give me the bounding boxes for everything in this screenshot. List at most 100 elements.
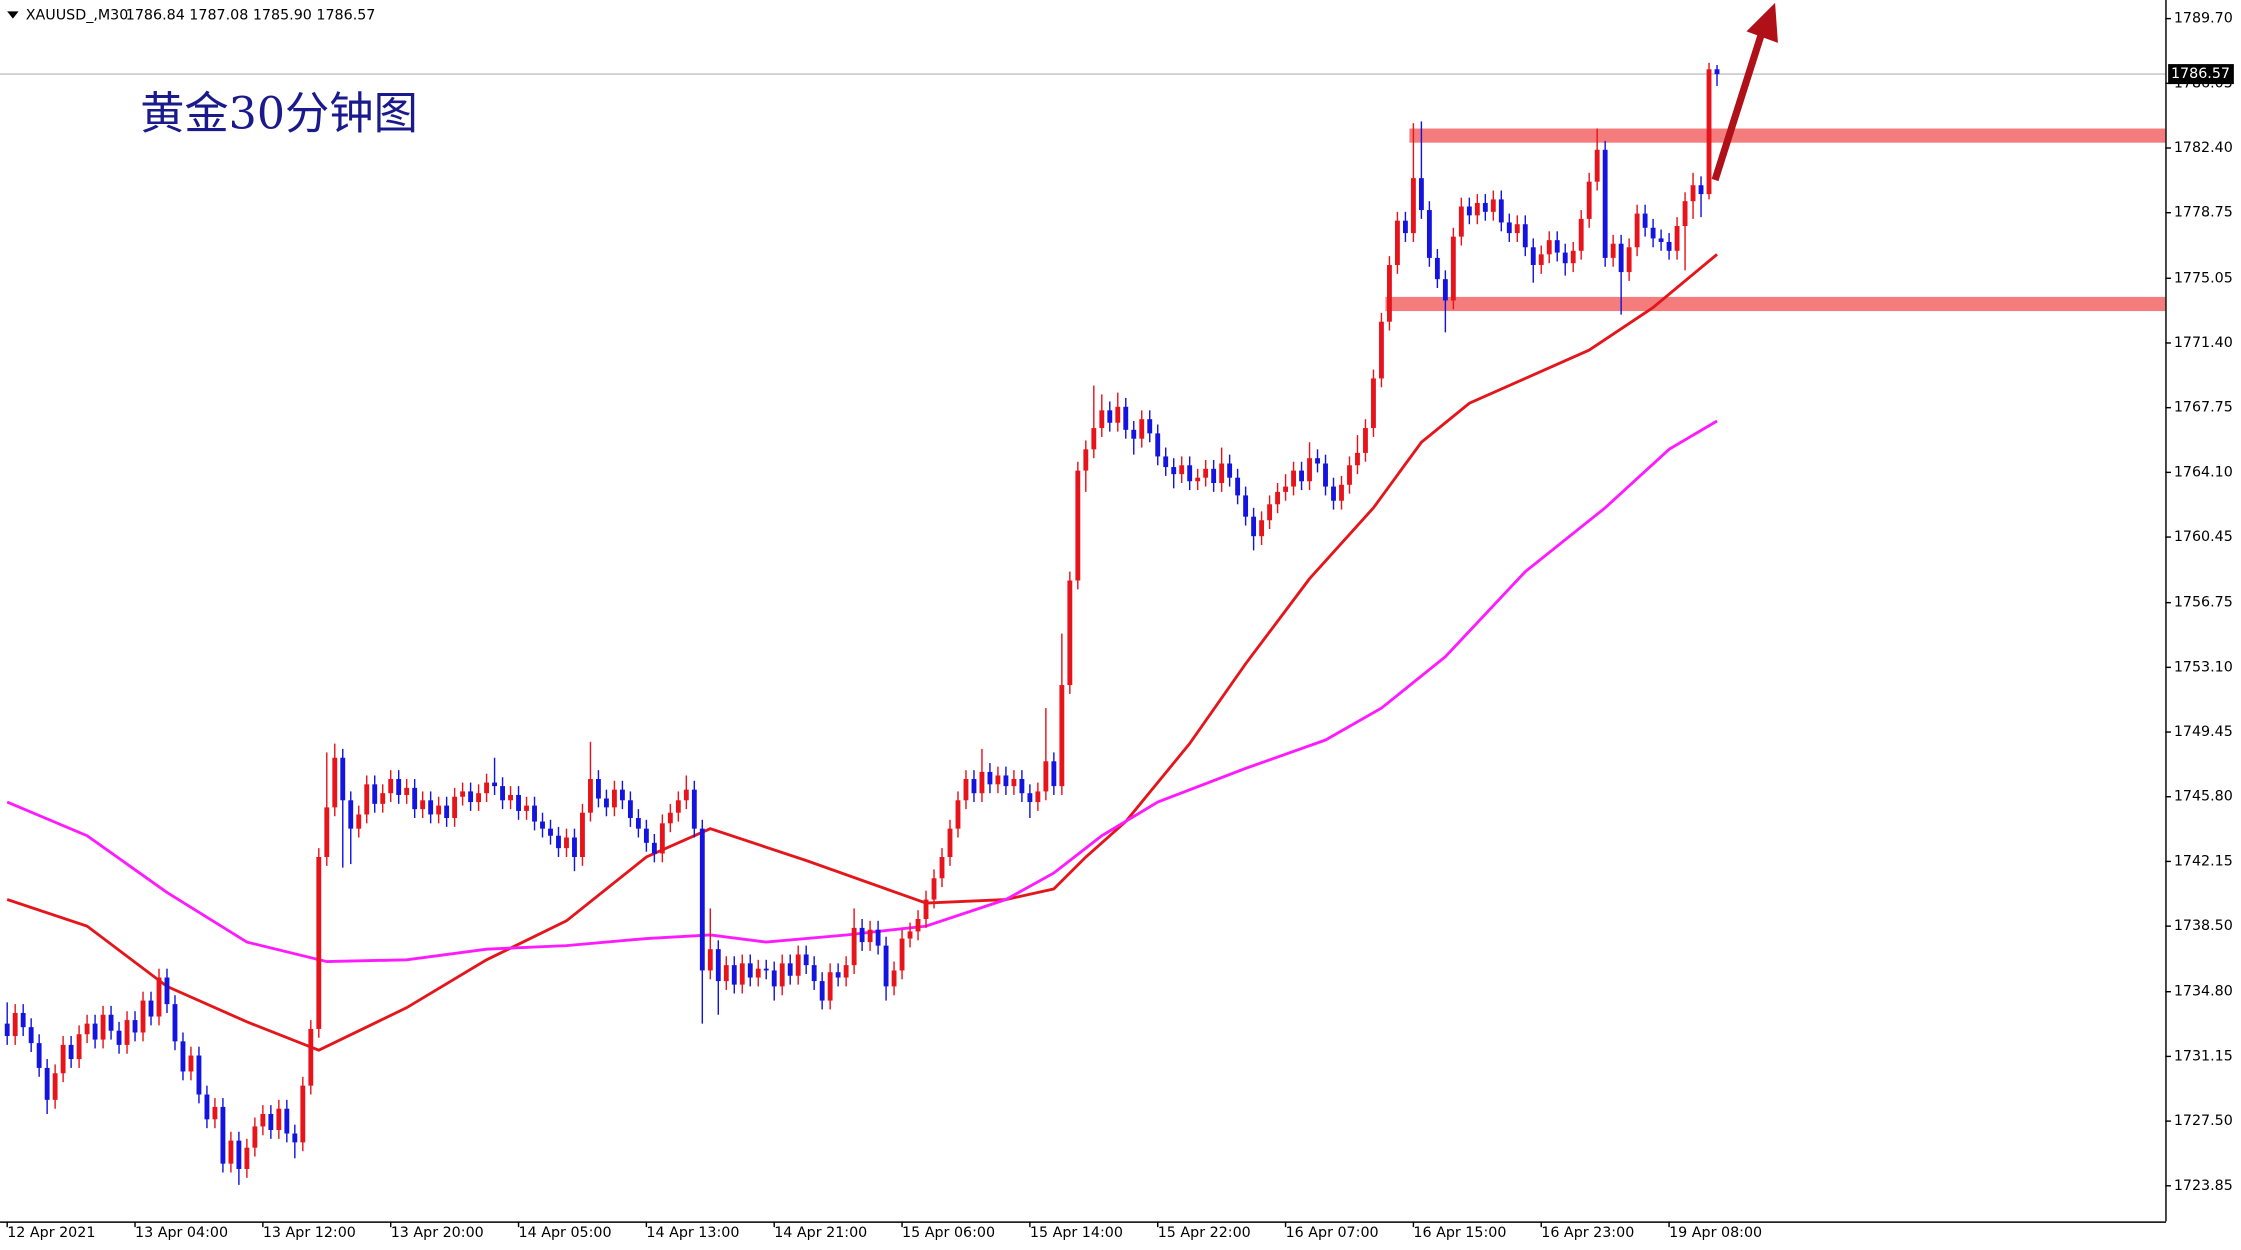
candle-body (428, 800, 434, 815)
candle-body (715, 949, 721, 982)
candle-body (811, 965, 817, 982)
candle-body (436, 805, 442, 815)
candle-body (1123, 406, 1129, 430)
candle-body (659, 823, 665, 854)
candle-body (1578, 218, 1584, 251)
candle-body (675, 800, 681, 813)
candle-body (723, 965, 729, 982)
candle-body (1610, 243, 1616, 258)
candle-body (324, 807, 330, 858)
candle-body (1442, 279, 1448, 301)
y-tick-label: 1738.50 (2174, 918, 2233, 934)
candle-body (140, 1000, 146, 1033)
candle-body (1546, 240, 1552, 255)
candle-body (1203, 468, 1209, 478)
candle-body (532, 805, 537, 822)
x-tick-label: 15 Apr 06:00 (902, 1225, 995, 1241)
candle-body (500, 786, 505, 801)
annotation: 黄金30分钟图 (140, 89, 418, 140)
candle-body (1530, 247, 1536, 265)
candle-body (851, 927, 857, 966)
candle-body (524, 805, 529, 811)
candle-body (707, 949, 713, 971)
y-tick-label: 1723.85 (2174, 1178, 2233, 1194)
candle-body (995, 775, 1001, 785)
candle-body (596, 779, 601, 799)
candle-body (1219, 463, 1225, 484)
candle-body (1466, 206, 1472, 216)
candle-body (755, 968, 761, 978)
candle-body (1698, 185, 1704, 195)
candle-body (1514, 224, 1520, 234)
candle-body (691, 789, 697, 829)
y-tick-label: 1756.75 (2174, 595, 2233, 611)
candle-body (212, 1106, 218, 1120)
candle-body (52, 1073, 58, 1100)
candle-body (548, 828, 553, 836)
candle-body (556, 835, 561, 849)
candle-body (1075, 470, 1081, 581)
candle-body (1347, 465, 1352, 485)
candle-body (196, 1055, 202, 1095)
candle-body (1211, 468, 1217, 484)
candle-body (1482, 202, 1488, 212)
candle-body (404, 787, 410, 795)
candle-body (939, 857, 945, 879)
x-tick-label: 12 Apr 2021 (7, 1225, 95, 1241)
candle-body (1410, 178, 1416, 234)
candle-body (1618, 243, 1624, 273)
candle-body (979, 771, 985, 794)
candle-body (164, 977, 170, 1005)
candle-body (308, 1028, 314, 1086)
candle-body (1275, 491, 1281, 505)
y-tick-label: 1727.50 (2174, 1113, 2233, 1129)
menu-triangle[interactable] (7, 11, 19, 19)
candle-body (36, 1043, 42, 1068)
candle-body (484, 782, 490, 794)
candle-body (827, 972, 833, 1001)
y-tick-label: 1753.10 (2174, 659, 2233, 675)
candle-body (955, 800, 961, 829)
y-tick-label: 1745.80 (2174, 789, 2233, 805)
candle-body (923, 899, 929, 920)
candle-body (276, 1108, 282, 1130)
candle-body (1394, 220, 1400, 265)
x-tick-label: 14 Apr 21:00 (774, 1225, 867, 1241)
candle-body (236, 1140, 242, 1169)
candle-body (1554, 240, 1560, 253)
y-tick-label: 1771.40 (2174, 335, 2233, 351)
candle-body (1043, 761, 1049, 792)
candle-body (1371, 378, 1376, 429)
y-tick-label: 1764.10 (2174, 464, 2233, 480)
candle-body (1402, 220, 1408, 234)
x-tick-label: 15 Apr 22:00 (1158, 1225, 1251, 1241)
candle-body (1706, 69, 1712, 195)
candle-body (819, 981, 825, 1001)
candle-body (1363, 428, 1368, 453)
y-tick-label: 1760.45 (2174, 529, 2233, 545)
candle-body (1650, 227, 1656, 239)
candle-body (899, 938, 905, 971)
candle-body (1139, 419, 1145, 439)
candle-body (1027, 793, 1033, 803)
y-tick-label: 1749.45 (2174, 724, 2233, 740)
candle-body (1131, 429, 1137, 439)
candle-body (1163, 456, 1169, 468)
candle-body (1115, 406, 1121, 423)
candle-body (188, 1055, 194, 1072)
candle-body (580, 812, 585, 858)
candle-body (148, 1000, 154, 1017)
candle-body (1067, 580, 1073, 686)
candle-body (468, 791, 474, 803)
candle-body (68, 1044, 74, 1060)
candle-body (1051, 761, 1057, 787)
candle-body (420, 800, 426, 810)
candle-body (228, 1140, 234, 1164)
candle-body (1586, 181, 1592, 219)
candle-body (540, 821, 545, 829)
candle-body (1267, 504, 1273, 521)
candle-body (643, 828, 649, 843)
candle-body (787, 963, 793, 976)
candle-body (572, 837, 577, 858)
